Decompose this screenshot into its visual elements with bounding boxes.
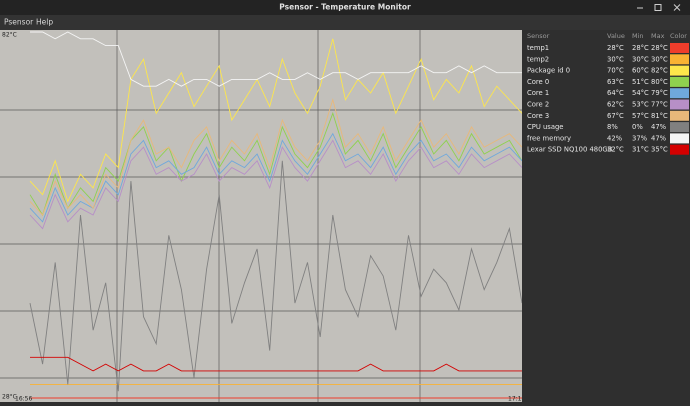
color-swatch[interactable] [670,54,689,65]
sensor-name[interactable]: CPU usage [527,123,564,131]
chart-area [0,30,522,402]
sensor-line [29,139,523,230]
y-tick-label: 82°C [2,32,17,39]
sensor-panel [522,30,690,402]
sensor-name[interactable]: Lexar SSD NQ100 480GB [527,146,613,154]
sensor-name[interactable]: Core 2 [527,101,549,109]
color-swatch[interactable] [670,88,689,99]
table-header: Max [651,32,665,40]
menu-bar [0,15,690,30]
table-header: Min [632,32,644,40]
sensor-value: 70°C [607,67,624,75]
sensor-value: 30°C [607,55,624,63]
sensor-min: 28°C [632,44,649,52]
sensor-min: 60°C [632,67,649,75]
window-title: Psensor - Temperature Monitor [279,3,411,12]
sensor-value: 28°C [607,44,624,52]
sensor-max: 77°C [651,101,668,109]
sensor-value: 8% [607,123,618,131]
sensor-line [30,31,522,87]
sensor-value: 64°C [607,89,624,97]
color-swatch[interactable] [670,144,689,155]
sensor-max: 80°C [651,78,668,86]
menu-item[interactable]: Psensor [4,18,34,27]
sensor-max: 28°C [651,44,668,52]
sensor-line [29,160,523,392]
sensor-value: 32°C [607,146,624,154]
sensor-name[interactable]: Core 1 [527,89,549,97]
sensor-line [29,111,523,217]
sensor-min: 0% [632,123,643,131]
sensor-value: 67°C [607,112,624,120]
sensor-min: 37% [632,134,648,142]
x-tick-label: 17:16 [508,396,525,403]
color-swatch[interactable] [670,76,689,87]
color-swatch[interactable] [670,43,689,53]
sensor-max: 47% [651,134,667,142]
color-swatch[interactable] [670,65,689,76]
color-swatch[interactable] [670,110,689,121]
window-controls[interactable] [637,4,681,11]
grid [0,30,522,402]
sensor-min: 51°C [632,78,649,86]
sensor-min: 54°C [632,89,649,97]
sensor-line [29,38,523,203]
sensor-max: 82°C [651,67,668,75]
color-swatch[interactable] [670,122,689,133]
sensor-name[interactable]: temp1 [527,44,549,52]
color-swatch[interactable] [670,133,689,144]
sensor-value: 62°C [607,101,624,109]
sensor-value: 63°C [607,78,624,86]
color-swatch[interactable] [670,99,689,110]
sensor-name[interactable]: temp2 [527,55,549,63]
table-header: Sensor [527,32,550,40]
sensor-name[interactable]: Core 3 [527,112,549,120]
sensor-name[interactable]: Package id 0 [527,67,570,75]
sensor-min: 31°C [632,146,649,154]
sensor-max: 30°C [651,55,668,63]
sensor-min: 57°C [632,112,649,120]
sensor-min: 30°C [632,55,649,63]
sensor-line [30,356,522,372]
sensor-max: 47% [651,123,667,131]
sensor-name[interactable]: Core 0 [527,78,549,86]
sensor-max: 79°C [651,89,668,97]
table-header: Value [607,32,625,40]
sensor-name[interactable]: free memory [527,134,571,142]
title-bar [0,0,690,15]
sensor-max: 81°C [651,112,668,120]
sensor-max: 35°C [651,146,668,154]
menu-item[interactable]: Help [36,18,53,27]
sensor-min: 53°C [632,101,649,109]
sensor-line [29,132,523,223]
y-tick-label: 28°C [2,394,17,401]
sensor-value: 42% [607,134,623,142]
x-tick-label: 16:56 [15,396,32,403]
sensor-line [29,98,523,216]
table-header: Color [670,32,687,40]
